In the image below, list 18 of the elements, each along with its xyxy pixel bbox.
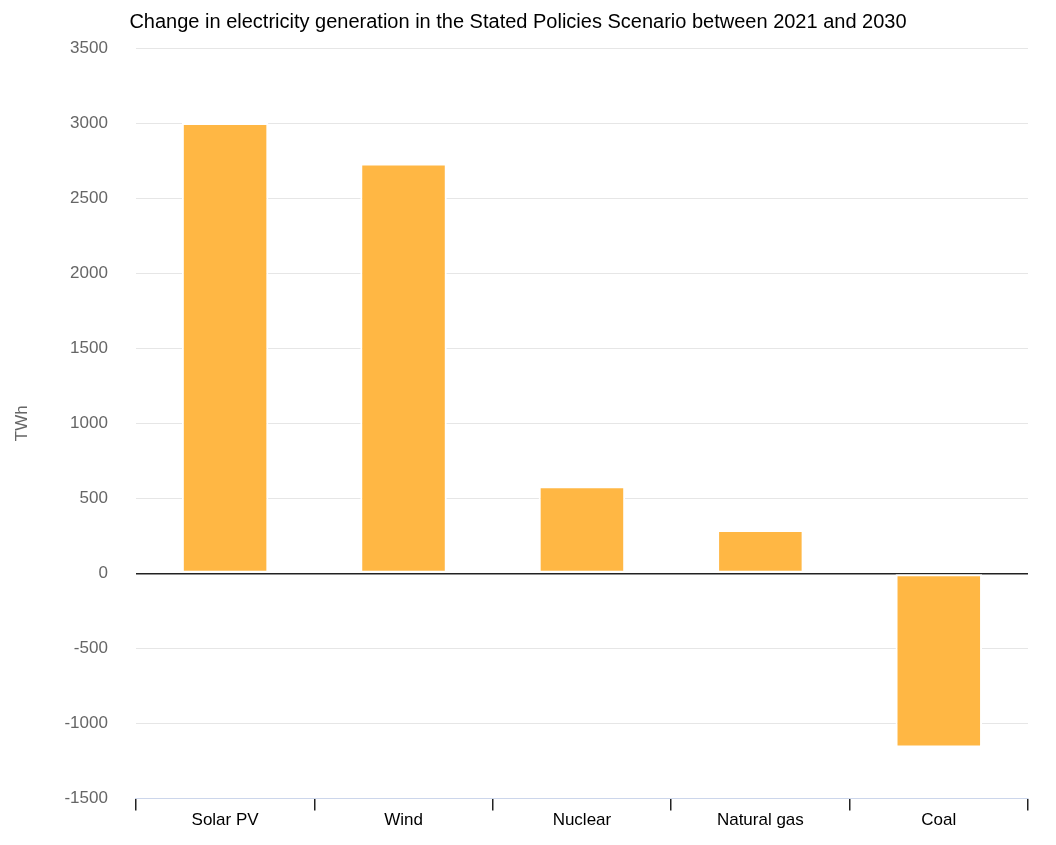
y-tick-label: 3500 [70,37,108,57]
x-tick-label: Coal [921,810,957,830]
x-tick-label: Solar PV [191,810,260,830]
y-axis-title: TWh [11,405,31,442]
x-tick-label: Natural gas [716,810,804,830]
x-tick-label: Wind [384,810,423,830]
y-tick-label: 3000 [70,112,108,132]
y-tick-label: 1000 [70,412,108,432]
y-tick-label: -1500 [64,788,108,808]
chart-title: Change in electricity generation in the Stated Policies Scenario between 2021 and 2030 [129,9,907,32]
y-tick-label: 500 [79,488,108,508]
y-tick-label: -1000 [64,713,108,733]
y-tick-label: 1500 [70,337,108,357]
y-tick-label: 2000 [70,262,108,282]
y-tick-label: 2500 [70,187,108,207]
y-tick-label: -500 [73,638,108,658]
y-tick-label: 0 [98,563,108,583]
x-tick-label: Nuclear [552,810,612,830]
